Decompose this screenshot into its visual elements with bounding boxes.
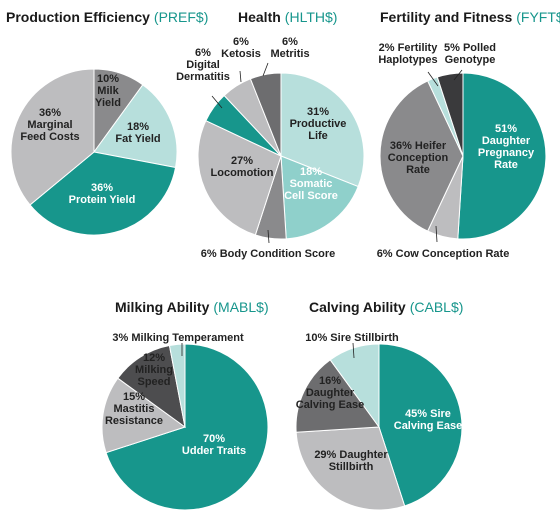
pie-slice-51-daughter-pregnancy-rate <box>457 72 547 240</box>
slice-label-27-locomotion: 27% Locomotion <box>211 155 274 179</box>
pie-slice-12-milking-speed <box>117 344 186 429</box>
pie-slice-29-daughter-stillbirth <box>295 426 406 511</box>
chart-milking-ability: Milking Ability (MABL$) 70% Udder Traits 15… <box>101 299 269 511</box>
slice-label-36-heifer-conception-rate: 36% Heifer Conception Rate <box>388 140 449 176</box>
chart-fertility-fitness: Fertility and Fitness(FYFT$) 51%Daughter… <box>377 9 560 260</box>
slice-label-12-milking-speed: 12% Milking Speed <box>135 352 173 388</box>
chart-title-fertility-fitness: Fertility and Fitness(FYFT$) <box>380 9 560 25</box>
slice-label-5-polled-genotype: 5% Polled Genotype <box>444 42 496 66</box>
slice-label-51-daughter-pregnancy-rate: 51% Daughter Pregnancy Rate <box>478 123 535 171</box>
pie-slice-27-locomotion <box>197 119 282 236</box>
pie-slice-18-somatic-cell-score <box>280 155 359 240</box>
slice-label-18-fat-yield: 18% Fat Yield <box>115 121 160 145</box>
slice-label-10-milk-yield: 10% Milk Yield <box>95 73 121 109</box>
leader-line-6-metritis <box>262 62 269 77</box>
slice-label-2-fertility-haplotypes: 2% Fertility Haplotypes <box>378 42 438 66</box>
chart-calving-ability: Calving Ability (CABL$) 45% Sire Calving E… <box>295 299 463 511</box>
slice-label-70-udder-traits: 70% Udder Traits <box>182 433 246 457</box>
pie-slice-36-marginal-feed-costs <box>10 68 95 206</box>
pie-slice-36-heifer-conception-rate <box>379 80 464 232</box>
slice-label-6-cow-conception-rate: 6% Cow Conception Rate <box>377 248 510 260</box>
slice-label-6-ketosis: 6% Ketosis <box>221 36 261 60</box>
slice-label-6-metritis: 6% Metritis <box>270 36 309 60</box>
slice-label-29-daughter-stillbirth: 29% Daughter Stillbirth <box>314 449 388 473</box>
chart-production-efficiency: Production Efficiency (PREF$) 10% Milk Yiel… <box>6 9 208 236</box>
pie-slice-18-fat-yield <box>93 84 178 169</box>
pie-slice-70-udder-traits <box>105 343 269 511</box>
slice-label-6-body-condition-score: 6% Body Condition Score <box>201 248 335 260</box>
leader-line-2-fertility-haplotypes <box>427 71 439 87</box>
pie-slice-45-sire-calving-ease <box>378 343 463 507</box>
chart-health: Health (HLTH$) 31% Productive Life 18% Somati… <box>176 9 365 260</box>
pie-slice-6-metritis <box>249 72 282 157</box>
slice-label-3-milking-temperament: 3% Milking Temperament <box>112 332 244 344</box>
slice-label-10-sire-stillbirth: 10% Sire Stillbirth <box>305 332 399 344</box>
pie-health: 31% Productive Life 18% Somatic Cell Score 6% … <box>176 36 365 260</box>
pie-slice-31-productive-life <box>280 72 365 188</box>
slice-label-45-sire-calving-ease: 45% Sire Calving Ease <box>394 408 462 432</box>
slice-label-31-productive-life: 31% Productive Life <box>290 106 347 142</box>
pie-slice-5-polled-genotype <box>436 72 464 157</box>
pie-slice-16-daughter-calving-ease <box>295 359 380 433</box>
pie-slice-36-protein-yield <box>29 151 177 236</box>
leader-line-6-ketosis <box>239 70 242 83</box>
slice-label-15-mastitis-resistance: 15% Mastitis Resistance <box>105 391 163 427</box>
slice-label-6-digital-dermatitis: 6% Digital Dermatitis <box>176 47 230 83</box>
leader-line-6-cow-conception-rate <box>435 225 438 243</box>
leader-line-10-sire-stillbirth <box>352 342 355 359</box>
leader-line-5-polled-genotype <box>453 69 463 81</box>
pie-fertility-fitness: 51% Daughter Pregnancy Rate 6% Cow Conceptio… <box>377 42 547 260</box>
slice-label-18-somatic-cell-score: 18% Somatic Cell Score <box>284 166 338 202</box>
chart-title-milking-ability: Milking Ability (MABL$) <box>115 299 269 315</box>
chart-title-calving-ability: Calving Ability (CABL$) <box>309 299 463 315</box>
leader-line-6-digital-dermatitis <box>211 95 223 109</box>
chart-title-health: Health (HLTH$) <box>238 9 337 25</box>
pie-slice-15-mastitis-resistance <box>101 377 187 454</box>
slice-label-16-daughter-calving-ease: 16% Daughter Calving Ease <box>296 375 364 411</box>
slice-label-36-protein-yield: 36% Protein Yield <box>69 182 136 206</box>
pie-slice-3-milking-temperament <box>168 343 186 428</box>
slice-label-36-marginal-feed-costs: 36% Marginal Feed Costs <box>20 107 79 143</box>
pie-production-efficiency: 10% Milk Yield 18% Fat Yield 36% Protein Yield… <box>10 68 178 236</box>
leader-line-6-body-condition-score <box>267 229 270 244</box>
chart-title-production-efficiency: Production Efficiency (PREF$) <box>6 9 208 25</box>
